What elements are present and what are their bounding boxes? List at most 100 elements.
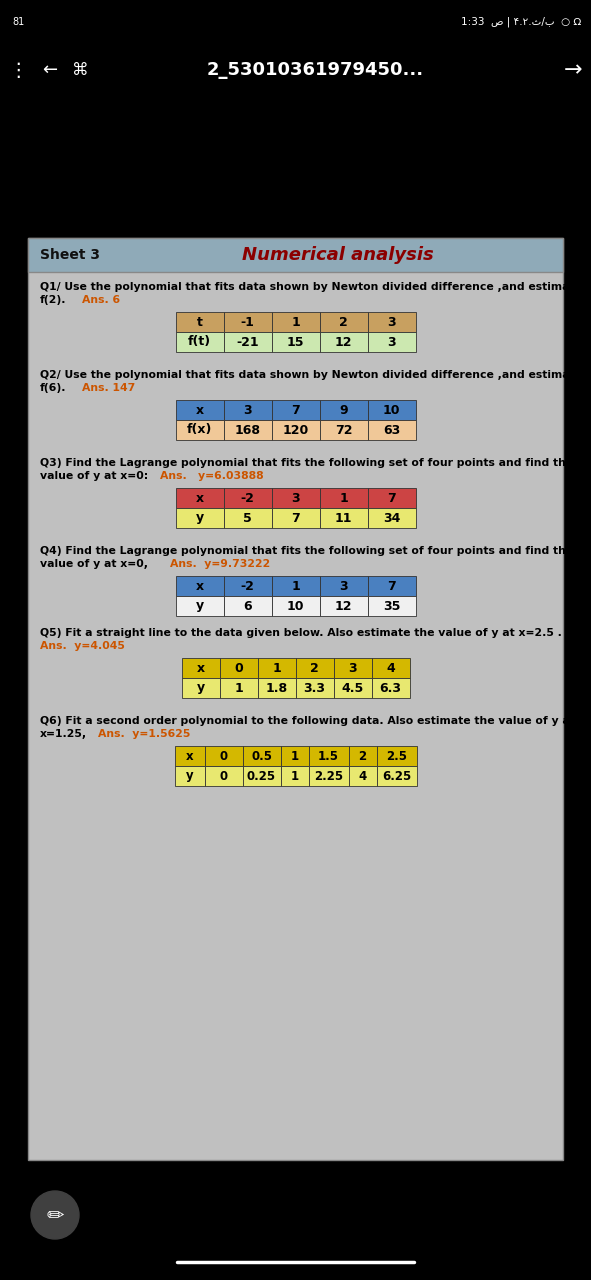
Text: 2: 2 <box>358 750 366 763</box>
Text: 3: 3 <box>387 335 396 348</box>
Text: -21: -21 <box>236 335 259 348</box>
Text: Ans.  y=9.73222: Ans. y=9.73222 <box>170 559 270 570</box>
Text: value of y at x=0:: value of y at x=0: <box>40 471 148 481</box>
Bar <box>376 746 417 765</box>
Bar <box>223 399 271 420</box>
Bar <box>271 576 320 596</box>
Bar <box>333 658 372 678</box>
Text: -2: -2 <box>241 492 255 504</box>
Text: Ans. 6: Ans. 6 <box>82 294 120 305</box>
Bar <box>181 678 219 698</box>
Bar <box>333 678 372 698</box>
Bar <box>349 765 376 786</box>
Text: x: x <box>196 403 203 416</box>
Bar <box>223 596 271 616</box>
Bar <box>320 312 368 332</box>
Text: ✏: ✏ <box>46 1204 64 1225</box>
Text: 6.3: 6.3 <box>379 681 401 695</box>
Text: 1: 1 <box>272 662 281 675</box>
Text: →: → <box>564 60 582 79</box>
Text: Q5) Fit a straight line to the data given below. Also estimate the value of y at: Q5) Fit a straight line to the data give… <box>40 628 562 637</box>
Text: 1.8: 1.8 <box>265 681 288 695</box>
Text: Ans.  y=4.045: Ans. y=4.045 <box>40 641 125 652</box>
Text: 63: 63 <box>383 424 400 436</box>
Text: 3: 3 <box>243 403 252 416</box>
Text: 1: 1 <box>290 750 298 763</box>
Text: 1.5: 1.5 <box>318 750 339 763</box>
Text: 1: 1 <box>291 315 300 329</box>
Bar <box>176 420 223 440</box>
Text: ⋮: ⋮ <box>8 60 28 79</box>
Text: Ans. 147: Ans. 147 <box>82 383 135 393</box>
Text: 4: 4 <box>386 662 395 675</box>
Bar <box>296 658 333 678</box>
Bar <box>368 488 415 508</box>
Text: y: y <box>196 681 204 695</box>
Text: 7: 7 <box>291 512 300 525</box>
Bar <box>176 508 223 527</box>
Bar <box>309 746 349 765</box>
Bar <box>258 678 296 698</box>
Text: x: x <box>196 580 203 593</box>
Text: 7: 7 <box>291 403 300 416</box>
Text: 168: 168 <box>235 424 261 436</box>
Bar <box>281 746 309 765</box>
Text: 1: 1 <box>291 580 300 593</box>
Text: 0: 0 <box>219 750 228 763</box>
Text: 3: 3 <box>387 315 396 329</box>
Bar <box>204 746 242 765</box>
Text: Ans.   y=6.03888: Ans. y=6.03888 <box>160 471 264 481</box>
Bar <box>28 238 563 1160</box>
Text: 1: 1 <box>234 681 243 695</box>
Text: f(x): f(x) <box>187 424 212 436</box>
Text: 3.3: 3.3 <box>304 681 326 695</box>
Text: Q2/ Use the polynomial that fits data shown by Newton divided difference ,and es: Q2/ Use the polynomial that fits data sh… <box>40 370 582 380</box>
Text: Ans.  y=1.5625: Ans. y=1.5625 <box>98 730 190 739</box>
Text: 34: 34 <box>383 512 400 525</box>
Text: 2: 2 <box>339 315 348 329</box>
Text: Q4) Find the Lagrange polynomial that fits the following set of four points and : Q4) Find the Lagrange polynomial that fi… <box>40 547 573 556</box>
Bar <box>223 508 271 527</box>
Bar <box>320 508 368 527</box>
Bar <box>368 576 415 596</box>
Bar <box>271 596 320 616</box>
Bar <box>219 658 258 678</box>
Text: 6.25: 6.25 <box>382 769 411 782</box>
Text: 2_53010361979450...: 2_53010361979450... <box>207 61 424 79</box>
Bar <box>271 420 320 440</box>
Text: 9: 9 <box>339 403 348 416</box>
Text: 4.5: 4.5 <box>342 681 363 695</box>
Bar <box>28 238 563 271</box>
Text: -1: -1 <box>241 315 255 329</box>
Bar <box>181 658 219 678</box>
Bar <box>320 488 368 508</box>
Text: y: y <box>196 599 203 613</box>
Text: 2.25: 2.25 <box>314 769 343 782</box>
Bar <box>223 488 271 508</box>
Text: 10: 10 <box>287 599 304 613</box>
Text: 35: 35 <box>383 599 400 613</box>
Text: 0: 0 <box>234 662 243 675</box>
Bar <box>320 399 368 420</box>
Bar <box>372 678 410 698</box>
Text: value of y at x=0,: value of y at x=0, <box>40 559 148 570</box>
Bar <box>271 508 320 527</box>
Bar <box>349 746 376 765</box>
Text: 7: 7 <box>387 492 396 504</box>
Text: 0: 0 <box>219 769 228 782</box>
Bar <box>271 488 320 508</box>
Text: y: y <box>186 769 193 782</box>
Bar <box>176 332 223 352</box>
Bar <box>223 576 271 596</box>
Text: 5: 5 <box>243 512 252 525</box>
Bar <box>174 746 204 765</box>
Bar <box>223 420 271 440</box>
Bar <box>368 420 415 440</box>
Text: 2: 2 <box>310 662 319 675</box>
Text: 3: 3 <box>339 580 348 593</box>
Text: x: x <box>196 662 204 675</box>
Bar <box>176 312 223 332</box>
Bar <box>368 332 415 352</box>
Bar <box>242 765 281 786</box>
Bar <box>368 312 415 332</box>
